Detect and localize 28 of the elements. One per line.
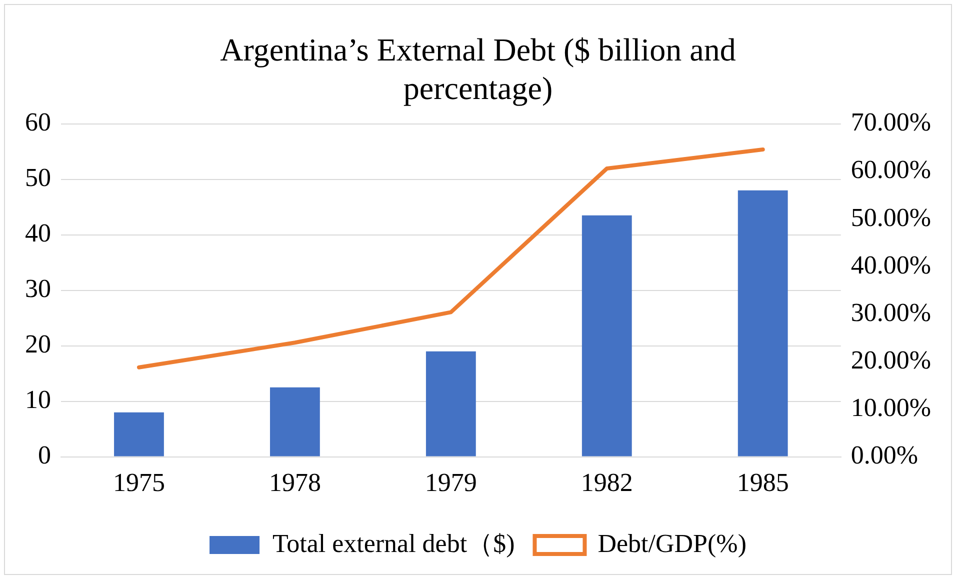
y-tick-label: 60: [25, 108, 51, 137]
y2-tick-label: 10.00%: [850, 393, 932, 422]
y2-tick-label: 30.00%: [850, 298, 932, 327]
legend-label: Total external debt（$): [272, 528, 515, 558]
y2-tick-label: 20.00%: [850, 345, 932, 374]
x-tick-label: 1978: [268, 468, 321, 498]
legend-label: Debt/GDP(%): [598, 528, 746, 558]
y-tick-label: 10: [25, 385, 51, 414]
y2-tick-label: 40.00%: [850, 250, 932, 280]
chart-title: Argentina’s External Debt ($ billion and percentage): [220, 32, 736, 106]
y2-tick-label: 60.00%: [850, 155, 932, 184]
bar: [426, 351, 476, 456]
y-tick-label: 0: [38, 440, 51, 470]
bar: [738, 190, 788, 456]
bar: [114, 412, 164, 456]
y-tick-label: 40: [25, 218, 51, 248]
bar: [270, 387, 320, 456]
y-tick-label: 30: [25, 274, 51, 304]
x-tick-label: 1982: [580, 468, 633, 498]
y-tick-label: 50: [25, 163, 51, 192]
bar: [582, 215, 632, 456]
x-tick-label: 1979: [424, 468, 477, 498]
y2-tick-label: 50.00%: [850, 202, 932, 232]
x-tick-label: 1985: [736, 468, 789, 498]
y-tick-label: 20: [25, 330, 51, 359]
y2-tick-label: 0.00%: [850, 440, 918, 470]
x-tick-label: 1975: [112, 468, 165, 498]
y2-tick-label: 70.00%: [850, 108, 932, 137]
